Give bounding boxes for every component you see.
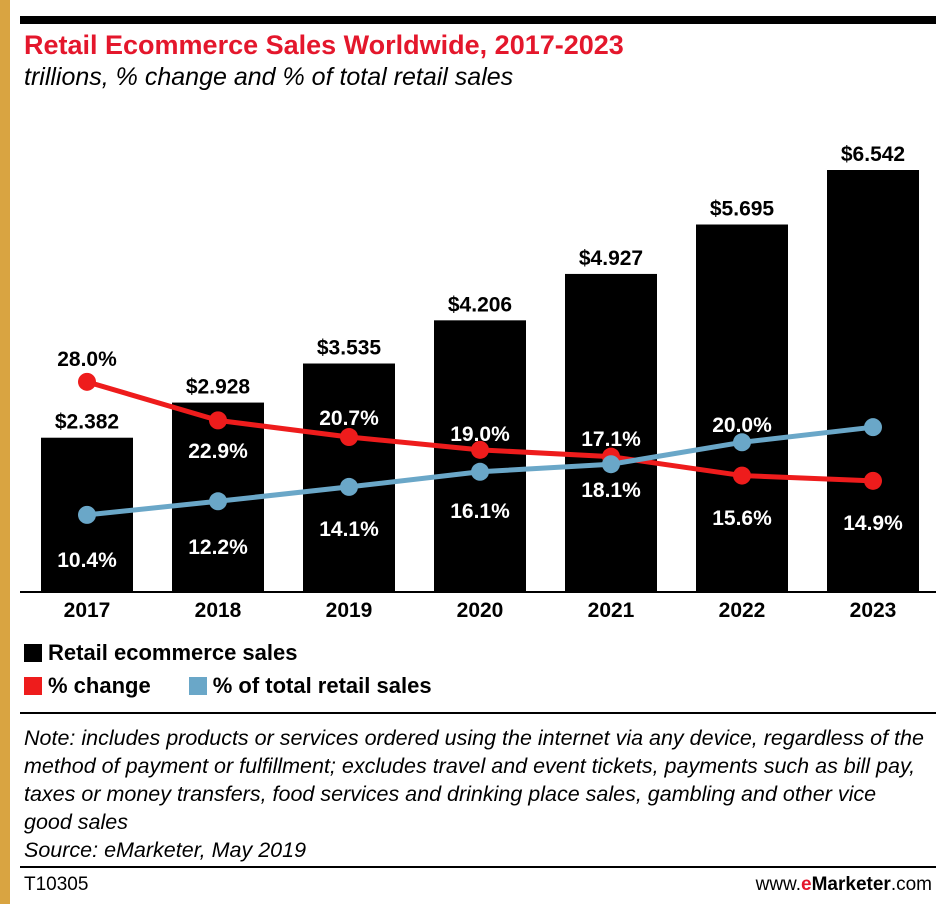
pct-change-label-2018: 22.9% — [188, 440, 248, 463]
top-rule — [20, 16, 936, 24]
x-tick-2017: 2017 — [64, 599, 111, 622]
pct-change-label-2020: 19.0% — [450, 423, 510, 446]
bar-2023 — [827, 170, 919, 591]
x-tick-2023: 2023 — [850, 599, 897, 622]
pct-change-label-2017: 28.0% — [57, 348, 117, 371]
note-source: Source: eMarketer, May 2019 — [24, 838, 307, 862]
pct-change-label-2023: 14.9% — [843, 512, 903, 535]
chart-code: T10305 — [24, 874, 89, 895]
bar-label-2021: $4.927 — [579, 247, 643, 270]
chart-plot: $2.382 $2.928 $3.535 $4.206 $4.927 $5.695 $6.5… — [20, 143, 936, 622]
pct-change-point-2017 — [78, 372, 96, 391]
chart-title: Retail Ecommerce Sales Worldwide, 2017-2… — [24, 30, 624, 60]
note-text: Note: includes products or services orde… — [24, 726, 924, 834]
bar-label-2020: $4.206 — [448, 293, 512, 316]
brand-e: e — [801, 874, 812, 895]
pct-change-label-2021: 18.1% — [581, 479, 641, 502]
pct-change-label-2019: 20.7% — [319, 407, 379, 430]
bar-label-2019: $3.535 — [317, 337, 382, 360]
pct-total-point-2021 — [602, 455, 620, 474]
brand-url: www.eMarketer.com — [756, 874, 932, 896]
legend-swatch-sales — [24, 644, 42, 662]
pct-change-point-2022 — [733, 466, 751, 485]
legend-item-change: % change — [24, 673, 151, 699]
legend-label-total: % of total retail sales — [212, 673, 432, 698]
pct-change-label-2022: 15.6% — [712, 507, 772, 530]
brand-suffix: .com — [890, 874, 932, 895]
pct-total-label-2021: 17.1% — [581, 428, 641, 451]
pct-change-point-2019 — [340, 428, 358, 447]
chart-note: Note: includes products or services orde… — [24, 724, 929, 864]
pct-total-point-2020 — [471, 462, 489, 481]
pct-change-point-2023 — [864, 471, 882, 490]
pct-total-label-2023: 22.0% — [843, 399, 903, 422]
legend-label-sales: Retail ecommerce sales — [48, 640, 298, 665]
bar-label-2022: $5.695 — [710, 198, 775, 221]
note-rule — [20, 712, 936, 714]
pct-total-point-2023 — [864, 418, 882, 437]
legend-swatch-change — [24, 677, 42, 695]
x-tick-2019: 2019 — [326, 599, 373, 622]
bar-2022 — [696, 224, 788, 592]
legend-item-total: % of total retail sales — [188, 673, 432, 699]
legend-item-sales: Retail ecommerce sales — [24, 640, 298, 666]
x-tick-2021: 2021 — [588, 599, 635, 622]
bottom-rule — [20, 866, 936, 868]
pct-total-point-2022 — [733, 433, 751, 452]
legend-row-1: Retail ecommerce sales — [24, 640, 336, 666]
x-tick-2020: 2020 — [457, 599, 504, 622]
brand-name: Marketer — [811, 874, 891, 895]
pct-total-label-2020: 16.1% — [450, 500, 510, 523]
pct-total-label-2018: 12.2% — [188, 536, 248, 559]
bar-2019 — [303, 363, 395, 591]
legend-row-2: % change % of total retail sales — [24, 673, 470, 699]
pct-change-point-2018 — [209, 411, 227, 430]
pct-total-point-2019 — [340, 477, 358, 496]
pct-total-point-2018 — [209, 492, 227, 511]
pct-total-label-2019: 14.1% — [319, 518, 379, 541]
brand-prefix: www. — [755, 874, 802, 895]
chart-frame: Retail Ecommerce Sales Worldwide, 2017-2… — [10, 0, 936, 904]
pct-total-label-2017: 10.4% — [57, 549, 117, 572]
legend-swatch-total — [188, 677, 207, 695]
pct-total-point-2017 — [78, 505, 96, 524]
bar-2021 — [565, 273, 657, 591]
bar-label-2018: $2.928 — [186, 376, 251, 399]
pct-total-label-2022: 20.0% — [712, 414, 772, 437]
chart-subtitle: trillions, % change and % of total retai… — [24, 63, 514, 91]
x-tick-2022: 2022 — [719, 599, 766, 622]
bar-label-2017: $2.382 — [55, 411, 119, 434]
pct-change-point-2020 — [471, 440, 489, 459]
x-tick-2018: 2018 — [195, 599, 242, 622]
bar-label-2023: $6.542 — [841, 143, 905, 166]
legend-label-change: % change — [48, 673, 151, 698]
